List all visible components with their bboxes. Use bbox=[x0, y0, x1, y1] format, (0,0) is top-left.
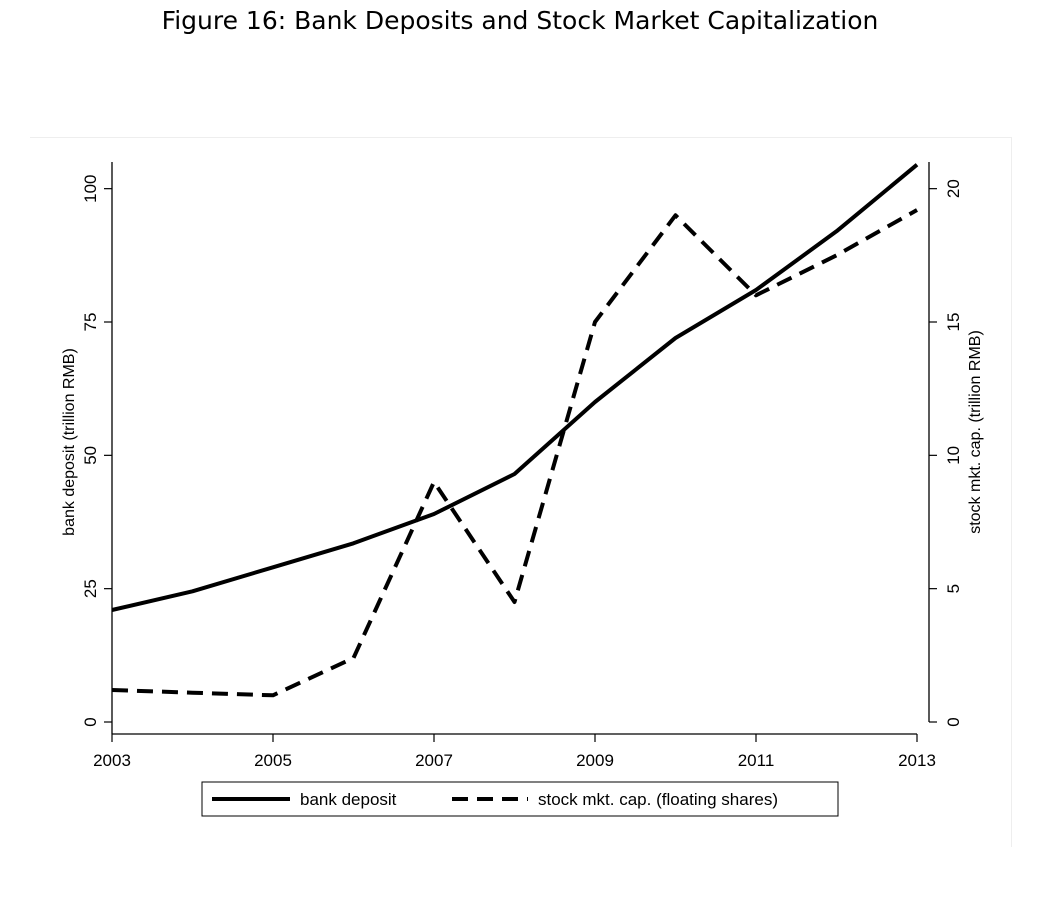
y-left-tick-label: 0 bbox=[81, 717, 100, 726]
legend-label-bank-deposit: bank deposit bbox=[300, 790, 397, 809]
y-right-tick-label: 10 bbox=[944, 446, 963, 465]
y-left-tick-label: 75 bbox=[81, 313, 100, 332]
y-left-tick-label: 50 bbox=[81, 446, 100, 465]
y-right-tick-label: 5 bbox=[944, 584, 963, 593]
x-tick-label: 2013 bbox=[898, 751, 936, 770]
bank-deposit-line bbox=[111, 163, 919, 612]
x-tick-label: 2009 bbox=[576, 751, 614, 770]
chart-axes: 2003 2005 2007 2009 2011 2013 0 25 50 75 100 0 5 10 15… bbox=[61, 162, 984, 770]
y-right-tick-label: 0 bbox=[944, 717, 963, 726]
y-axis-right-title: stock mkt. cap. (trillion RMB) bbox=[967, 330, 984, 534]
plot-region bbox=[30, 137, 1012, 847]
y-right-tick-label: 15 bbox=[944, 313, 963, 332]
stock-mkt-cap-line bbox=[111, 208, 918, 698]
legend-label-stock-mkt-cap: stock mkt. cap. (floating shares) bbox=[538, 790, 778, 809]
x-tick-label: 2007 bbox=[415, 751, 453, 770]
x-tick-label: 2003 bbox=[93, 751, 131, 770]
series-layer bbox=[111, 163, 919, 698]
x-tick-label: 2011 bbox=[738, 751, 775, 770]
y-right-tick-label: 20 bbox=[944, 179, 963, 198]
chart-legend: bank deposit stock mkt. cap. (floating sh… bbox=[201, 781, 839, 817]
y-left-tick-label: 25 bbox=[81, 579, 100, 598]
figure-title: Figure 16: Bank Deposits and Stock Marke… bbox=[161, 6, 879, 35]
legend-box bbox=[201, 781, 839, 817]
y-left-tick-label: 100 bbox=[81, 174, 100, 202]
x-tick-label: 2005 bbox=[254, 751, 292, 770]
y-axis-left-title: bank deposit (trillion RMB) bbox=[61, 348, 78, 536]
